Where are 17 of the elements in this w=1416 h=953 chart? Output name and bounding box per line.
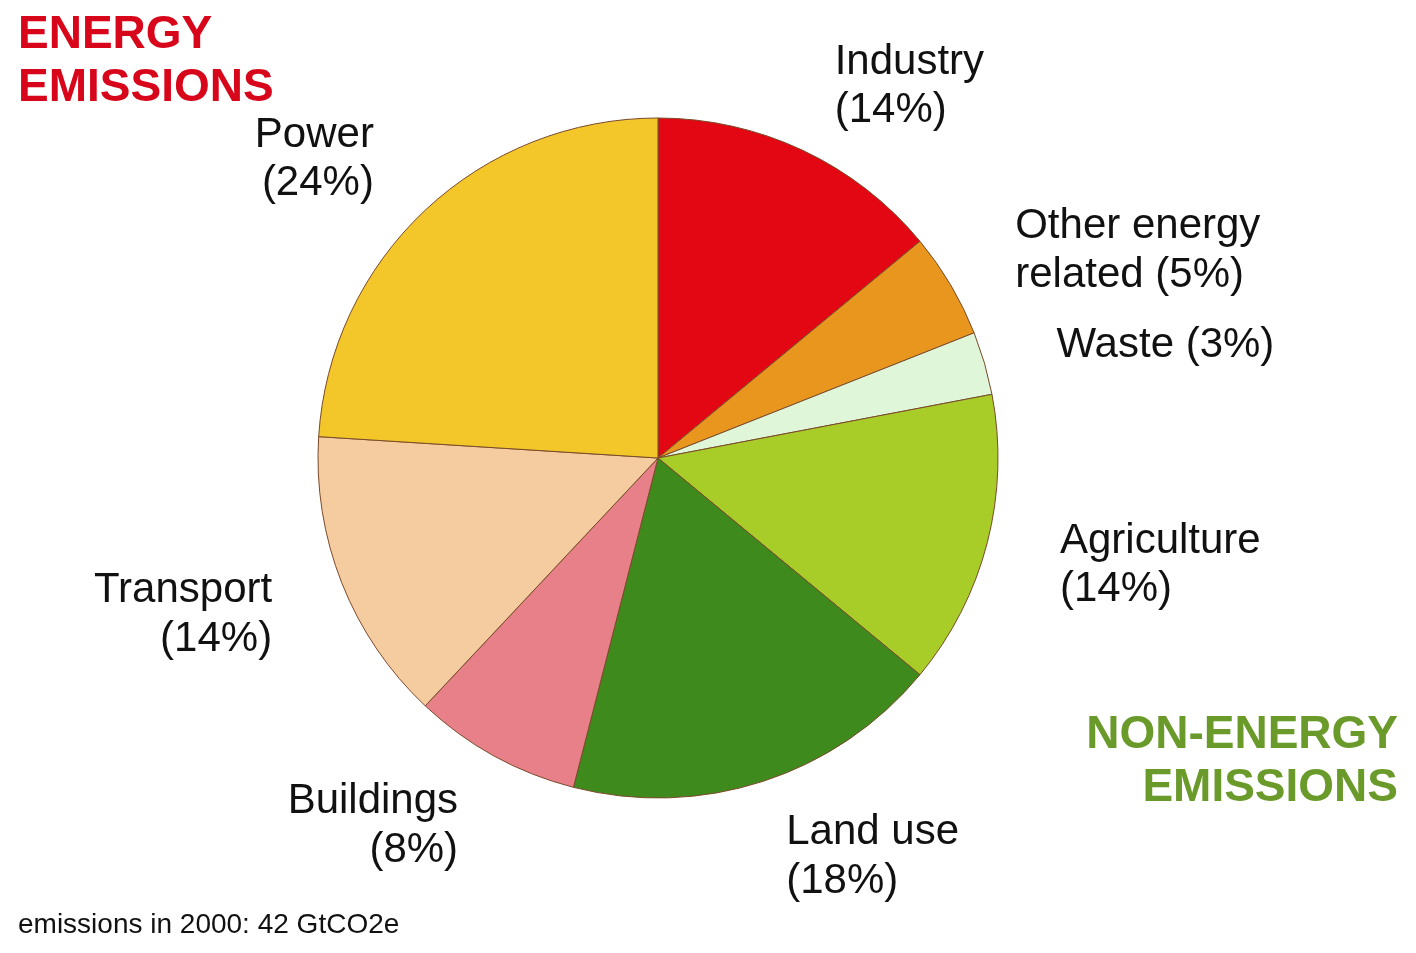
slice-label: Power [254,109,374,157]
text: NON-ENERGY EMISSIONS [1086,706,1398,811]
slice-label: Transport [93,564,273,612]
data-label: (18%) [786,854,899,902]
slice-label: Agriculture [1059,514,1261,562]
slice-label: Land use [786,806,960,854]
data-label: (24%) [261,157,374,205]
slice-label: Industry [834,36,985,84]
text: ENERGY EMISSIONS [18,6,274,111]
slice-label: Other energy related (5%) [1015,200,1261,296]
data-label: (14%) [1059,563,1173,611]
data-label: (14%) [834,84,947,132]
text: emissions in 2000: 42 GtCO2e [18,908,400,939]
slice-label: Waste (3%) [1056,318,1275,366]
slice-label: Buildings [287,775,459,823]
data-label: (8%) [369,823,459,871]
data-label: (14%) [160,612,273,660]
